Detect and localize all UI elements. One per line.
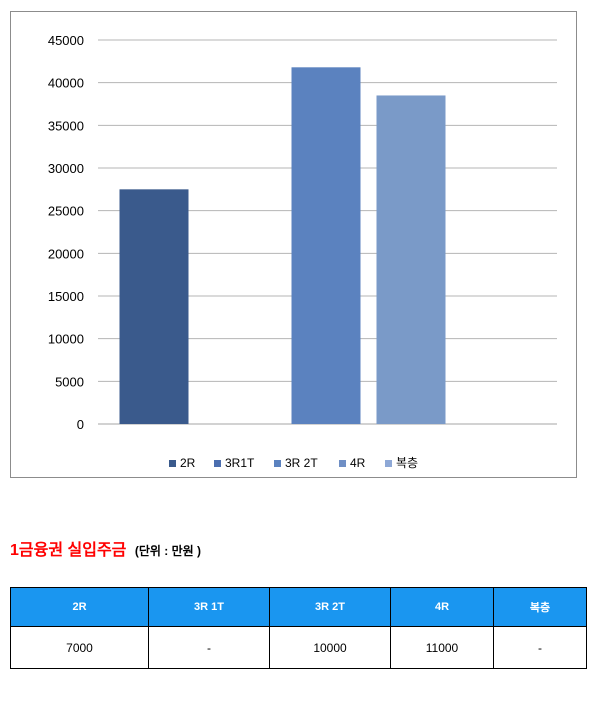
table-header-cell: 4R: [390, 587, 494, 627]
legend-swatch: [169, 460, 176, 467]
legend-label: 4R: [350, 456, 366, 470]
legend-label: 3R1T: [225, 456, 255, 470]
table-cell: -: [493, 626, 587, 669]
legend-label: 3R 2T: [285, 456, 318, 470]
table-header-cell: 복층: [493, 587, 587, 627]
bar-2: [291, 67, 361, 424]
legend-label: 2R: [180, 456, 196, 470]
y-tick-label: 5000: [55, 374, 84, 389]
section-unit-text: (단위 : 만원 ): [134, 544, 201, 558]
section-title: 1금융권 실입주금 (단위 : 만원 ): [10, 536, 201, 560]
bar-3: [376, 95, 446, 424]
section-title-text: 1금융권 실입주금: [10, 542, 127, 559]
chart-frame: 0 5000 10000 15000 20000 25000 30000 35000 40000…: [10, 11, 577, 478]
table-row: 7000 - 10000 11000 -: [10, 626, 587, 669]
legend-label: 복층: [396, 456, 418, 470]
table-cell: 7000: [10, 626, 149, 669]
y-tick-label: 20000: [48, 246, 84, 261]
y-tick-label: 35000: [48, 118, 84, 133]
legend-swatch: [385, 460, 392, 467]
table-cell: 10000: [269, 626, 391, 669]
table-header-cell: 3R 1T: [148, 587, 270, 627]
table-cell: 11000: [390, 626, 494, 669]
y-tick-label: 15000: [48, 289, 84, 304]
table-header-cell: 3R 2T: [269, 587, 391, 627]
y-tick-label: 40000: [48, 76, 84, 91]
table-cell: -: [148, 626, 270, 669]
y-tick-label: 10000: [48, 332, 84, 347]
bar-chart: 0 5000 10000 15000 20000 25000 30000 35000 40000…: [48, 33, 557, 470]
y-tick-label: 0: [77, 417, 84, 432]
y-tick-label: 30000: [48, 161, 84, 176]
legend-swatch: [274, 460, 281, 467]
y-tick-label: 25000: [48, 204, 84, 219]
legend-swatch: [214, 460, 221, 467]
y-tick-label: 45000: [48, 33, 84, 48]
table-header-cell: 2R: [10, 587, 149, 627]
deposit-table: 2R 3R 1T 3R 2T 4R 복층 7000 - 10000 11000 …: [10, 587, 587, 669]
bar-0: [119, 189, 189, 424]
legend-swatch: [339, 460, 346, 467]
table-header-row: 2R 3R 1T 3R 2T 4R 복층: [10, 587, 587, 627]
